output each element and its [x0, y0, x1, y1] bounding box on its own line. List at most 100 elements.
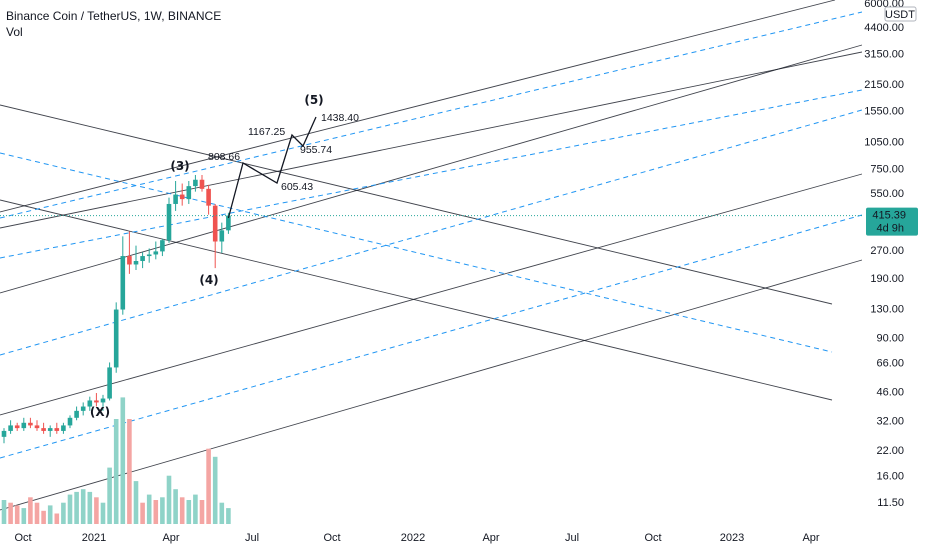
wave-label: (3) — [170, 159, 189, 173]
candle-body — [8, 425, 13, 431]
candles — [1, 174, 231, 444]
current-price-label: 415.39 — [872, 210, 906, 222]
volume-bar — [153, 500, 159, 527]
volume-bar — [94, 497, 99, 527]
y-tick-label: 32.00 — [876, 415, 904, 427]
volume-bar — [127, 419, 132, 527]
projection-path — [227, 116, 317, 219]
volume-bar — [179, 497, 185, 527]
candle-body — [34, 425, 40, 429]
y-tick-label: 750.00 — [870, 163, 904, 175]
candle-body — [47, 428, 53, 431]
channel-line — [0, 199, 833, 401]
time-axis-bg — [0, 524, 932, 550]
volume-bar — [166, 475, 172, 527]
candle-body — [87, 400, 93, 407]
chart-legend: Binance Coin / TetherUS, 1W, BINANCE Vol — [6, 8, 221, 40]
volume-bar — [47, 505, 53, 527]
candle-body — [67, 417, 73, 426]
y-tick-label: 1050.00 — [864, 136, 904, 148]
candle-body — [193, 179, 198, 187]
x-tick-label: 2022 — [401, 532, 425, 544]
channel-line — [0, 44, 863, 294]
volume-bar — [54, 513, 60, 527]
volume-bar — [41, 510, 46, 527]
x-tick-label: Oct — [323, 532, 340, 544]
candle-body — [100, 398, 106, 403]
y-tick-label: 1550.00 — [864, 105, 904, 117]
candle-body — [212, 205, 218, 242]
volume-bar — [28, 497, 33, 527]
channel-line — [0, 259, 863, 511]
symbol-title[interactable]: Binance Coin / TetherUS, 1W, BINANCE — [6, 9, 222, 23]
candle-body — [226, 215, 231, 231]
volume-bar — [74, 491, 79, 527]
candle-body — [219, 230, 225, 242]
x-tick-label: Apr — [802, 532, 819, 544]
x-tick-label: Jul — [245, 532, 259, 544]
projection-label: 1438.40 — [321, 112, 359, 124]
projection-label: 808.66 — [208, 151, 240, 163]
projection-label: 1167.25 — [248, 126, 285, 138]
volume-bar — [87, 491, 93, 527]
candle-body — [160, 240, 165, 252]
volume-bar — [21, 508, 27, 527]
currency-box — [884, 6, 917, 22]
projection-label: 605.43 — [281, 181, 313, 193]
channel-dashed-line — [0, 89, 863, 259]
volume-bar — [133, 481, 139, 527]
candle-body — [74, 410, 79, 418]
channel-line — [0, 173, 863, 416]
currency-label: USDT — [885, 9, 915, 21]
projection-label: 955.74 — [300, 144, 332, 156]
y-top-value: 6000.00 — [864, 0, 904, 10]
volume-bar — [226, 508, 231, 527]
x-tick-label: Jul — [565, 532, 579, 544]
candle-body — [80, 406, 86, 411]
candle-body — [166, 203, 172, 241]
y-tick-label: 190.00 — [870, 273, 904, 285]
countdown-label: 4d 9h — [876, 223, 904, 235]
x-tick-label: Apr — [482, 532, 499, 544]
candle-body — [41, 428, 46, 431]
y-tick-label: 4400.00 — [864, 22, 904, 34]
volume-bar — [219, 502, 225, 527]
volume-indicator-label[interactable]: Vol — [6, 25, 23, 39]
volume-bar — [8, 502, 13, 527]
candle-body — [21, 422, 27, 429]
volume-bar — [140, 502, 145, 527]
candle-body — [94, 400, 99, 403]
candle-body — [54, 428, 60, 431]
volume-bar — [193, 494, 198, 527]
candle-body — [199, 179, 205, 189]
candle-body — [146, 254, 152, 257]
y-tick-label: 11.50 — [877, 497, 904, 509]
channel-line — [0, 104, 833, 305]
volume-bar — [14, 505, 20, 527]
candle-body — [120, 256, 126, 310]
candle-body — [206, 188, 211, 206]
candle-body — [140, 256, 145, 262]
volume-bar — [186, 500, 192, 527]
y-tick-label: 130.00 — [870, 303, 904, 315]
y-tick-label: 270.00 — [870, 245, 904, 257]
candle-body — [1, 430, 7, 437]
volume-bar — [120, 397, 126, 527]
y-tick-label: 66.00 — [876, 357, 904, 369]
y-tick-label: 16.00 — [876, 471, 904, 483]
y-tick-label: 22.00 — [876, 445, 904, 457]
volume-bar — [199, 500, 205, 527]
y-tick-label: 2150.00 — [864, 79, 904, 91]
candle-body — [186, 186, 192, 200]
channel-line — [0, 0, 836, 213]
volume-bar — [100, 502, 106, 527]
wave-projection: 808.66 605.43 1167.25 955.74 1438.40 (X) (3) (4… — [90, 93, 359, 419]
candle-body — [153, 251, 159, 255]
volume-bar — [61, 502, 66, 527]
volume-bars — [1, 397, 231, 527]
candle-body — [14, 425, 20, 429]
channel-dashed-line — [0, 152, 833, 353]
volume-bar — [80, 489, 86, 527]
